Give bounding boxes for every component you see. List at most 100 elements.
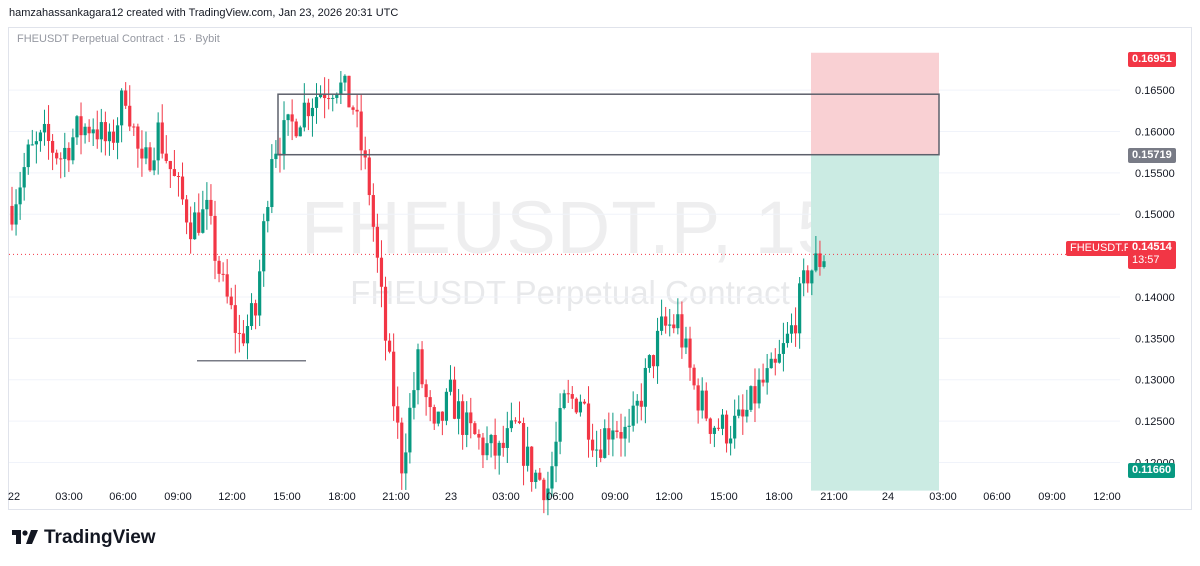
x-tick-label: 21:00 [820, 491, 848, 503]
candle-body [635, 400, 639, 406]
candle-body [639, 400, 643, 407]
candle-body [517, 421, 522, 424]
candle-body [416, 349, 420, 391]
candle-body [448, 379, 453, 392]
candle-body [513, 420, 518, 422]
candle-body [777, 353, 781, 363]
candle-body [623, 426, 627, 439]
candle-body [152, 160, 156, 171]
y-tick-label: 0.12500 [1135, 416, 1175, 428]
candle-body [530, 446, 534, 482]
candle-body [343, 75, 347, 83]
candle-body [595, 449, 599, 451]
symbol-price-tag: FHEUSDT.P [1066, 241, 1136, 256]
y-tick-label: 0.15500 [1135, 168, 1175, 180]
symbol-legend[interactable]: FHEUSDT Perpetual Contract · 15 · Bybit [17, 33, 220, 45]
candle-body [87, 126, 91, 134]
candle-body [42, 123, 47, 133]
candle-body [664, 316, 668, 326]
x-tick-label: 22 [8, 491, 20, 503]
candle-body [392, 351, 396, 407]
candle-body [603, 428, 607, 458]
candle-body [55, 152, 59, 159]
candle-body [180, 176, 185, 200]
candle-body [347, 75, 351, 108]
candle-body [209, 199, 213, 216]
candle-body [323, 93, 327, 99]
candle-body [452, 379, 457, 419]
candle-body [383, 286, 388, 341]
candle-body [590, 439, 595, 451]
candle-body [306, 102, 310, 117]
candle-body [509, 420, 513, 429]
candle-body [716, 427, 721, 429]
candle-body [789, 325, 794, 334]
tradingview-logo[interactable]: TradingView [12, 527, 156, 549]
candle-body [205, 199, 209, 210]
take-profit-zone [811, 154, 939, 491]
candle-body [30, 144, 34, 146]
candle-body [729, 438, 733, 444]
candle-body [733, 415, 737, 439]
candle-body [367, 157, 371, 196]
candle-body [737, 409, 741, 416]
candle-body [140, 148, 144, 159]
candle-body [822, 261, 826, 267]
x-tick-label: 03:00 [492, 491, 520, 503]
chart-credit: hamzahassankagara12 created with Trading… [9, 7, 399, 19]
candle-body [120, 90, 124, 126]
candle-body [566, 393, 570, 395]
candle-body [59, 158, 63, 160]
candle-body [63, 147, 67, 159]
x-tick-label: 23 [445, 491, 457, 503]
candle-body [627, 425, 631, 427]
candle-body [521, 423, 526, 466]
candle-body [67, 147, 71, 161]
candle-body [465, 412, 469, 435]
x-tick-label: 06:00 [983, 491, 1011, 503]
candle-body [493, 434, 497, 456]
candle-body [375, 226, 379, 258]
candle-body [136, 126, 140, 149]
candle-body [680, 314, 684, 348]
candle-body [26, 144, 30, 168]
candle-body [408, 407, 412, 453]
x-tick-label: 06:00 [109, 491, 137, 503]
candle-body [582, 401, 587, 404]
watermark-ticker: FHEUSDT.P, 15 [300, 186, 840, 269]
candle-body [387, 340, 392, 352]
target-price-tag: 0.11660 [1128, 463, 1176, 478]
candle-body [619, 432, 623, 439]
candle-body [197, 212, 201, 233]
candle-body [355, 109, 359, 112]
candle-body [810, 270, 814, 284]
candle-body [424, 384, 428, 398]
x-tick-label: 15:00 [273, 491, 301, 503]
candle-body [692, 367, 696, 386]
candle-body [607, 428, 611, 440]
candle-body [586, 403, 591, 440]
candle-body [164, 153, 168, 161]
candle-body [327, 98, 331, 100]
candle-body [785, 333, 790, 344]
candle-body [339, 82, 343, 95]
x-tick-label: 03:00 [55, 491, 83, 503]
candle-body [184, 199, 189, 223]
candle-body [798, 283, 802, 334]
candle-body [473, 423, 477, 435]
candle-body [461, 401, 465, 435]
candle-body [684, 338, 688, 348]
candle-body [773, 358, 777, 363]
x-tick-label: 18:00 [328, 491, 356, 503]
candle-body [71, 137, 75, 161]
x-tick-label: 24 [882, 491, 894, 503]
candle-body [708, 418, 712, 434]
y-tick-label: 0.13500 [1135, 333, 1175, 345]
candle-body [497, 442, 501, 456]
candle-body [436, 411, 440, 424]
candle-body [651, 355, 656, 367]
candle-body [676, 314, 680, 329]
y-tick-label: 0.16000 [1135, 126, 1175, 138]
y-tick-label: 0.15000 [1135, 209, 1175, 221]
